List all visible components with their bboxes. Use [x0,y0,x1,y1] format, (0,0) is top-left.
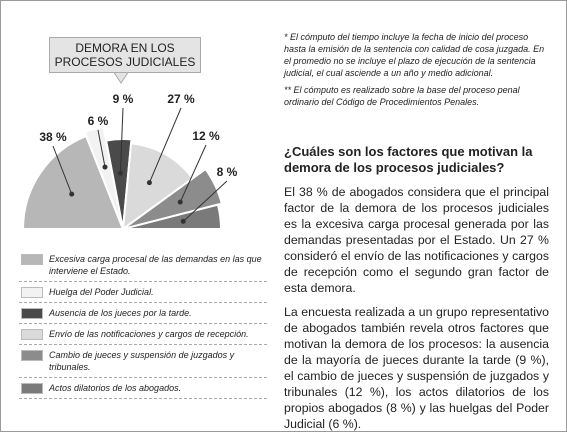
leader-line [148,107,182,183]
legend-item: Actos dilatorios de los abogados. [19,378,267,399]
legend-swatch [21,329,43,340]
legend-swatch [21,350,43,361]
heading: ¿Cuáles son los factores que motivan la … [284,144,533,175]
leader-line [119,107,124,174]
legend-swatch [21,287,43,298]
wedge [122,203,223,230]
chart-title: DEMORA EN LOS PROCESOS JUDICIALES [49,37,201,73]
legend-item: Cambio de jueces y suspensión de juzgado… [19,345,267,378]
footnote: * El cómputo del tiempo incluye la fecha… [284,32,545,78]
legend-label: Envío de las notificaciones y cargos de … [49,329,249,339]
leader-dot [69,191,75,197]
value-label: 27 % [167,92,195,106]
legend: Excesiva carga procesal de las demandas … [19,249,267,399]
value-label: 12 % [192,129,220,143]
value-label: 38 % [39,130,67,144]
leader-dot [180,218,186,224]
legend-label: Ausencia de los jueces por la tarde. [49,308,192,318]
wedge [121,142,194,232]
leader-line [52,145,73,195]
text-column: * El cómputo del tiempo incluye la fecha… [284,31,549,431]
legend-swatch [21,383,43,394]
legend-item: Excesiva carga procesal de las demandas … [19,249,267,282]
wedge [83,125,124,230]
value-label: 6 % [88,114,109,128]
value-label: 8 % [217,165,238,179]
legend-label: Cambio de jueces y suspensión de juzgado… [49,350,235,372]
wedge [122,167,224,230]
legend-label: Excesiva carga procesal de las demandas … [49,254,262,276]
legend-label: Actos dilatorios de los abogados. [49,383,182,393]
legend-swatch [21,254,43,265]
leader-dot [102,164,108,170]
leader-dot [177,199,183,205]
paragraph: La encuesta realizada a un grupo represe… [284,305,549,431]
legend-item: Huelga del Poder Judicial. [19,282,267,303]
leader-line [182,180,228,222]
value-label: 9 % [113,92,134,106]
legend-item: Envío de las notificaciones y cargos de … [19,324,267,345]
leader-line [97,129,106,168]
paragraph: El 38 % de abogados considera que el pri… [284,185,549,295]
chart: 38 % 6 % 9 % 27 % 12 % 8 % [21,70,238,232]
leader-line [179,144,207,203]
legend-swatch [21,308,43,319]
wedge [104,138,133,230]
wedge [21,134,125,230]
footnote: ** El cómputo es realizado sobre la base… [284,85,520,107]
legend-item: Ausencia de los jueces por la tarde. [19,303,267,324]
leader-dot [146,180,152,186]
leader-dot [117,170,123,176]
legend-label: Huelga del Poder Judicial. [49,287,154,297]
